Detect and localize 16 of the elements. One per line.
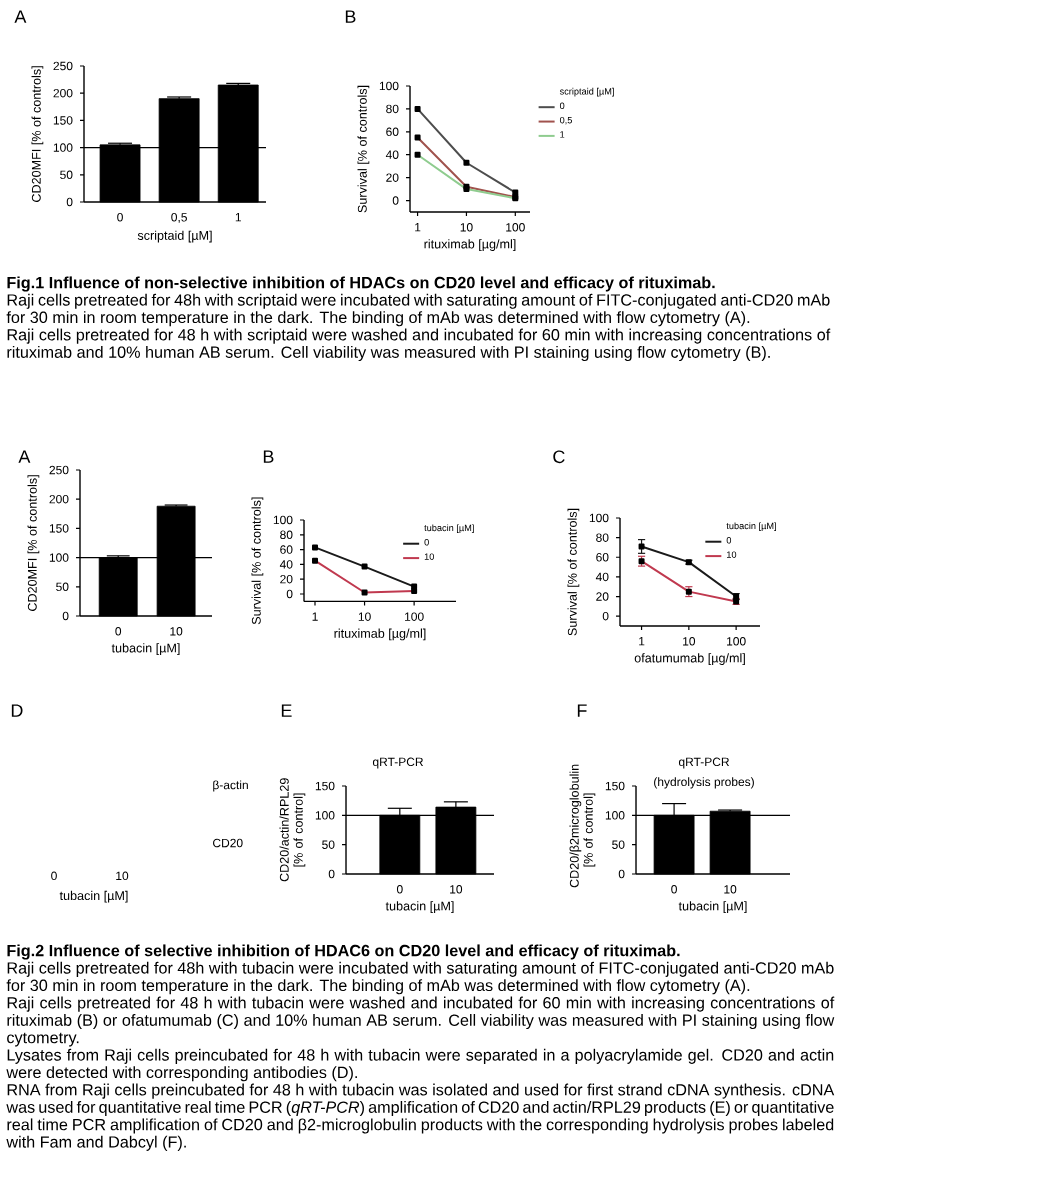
text: Raji cells pretreated for 48h with tubacin were incubated with saturating amount of FITC-conjugated anti-CD20 mAb for 30 min in room temperature in the dark. The binding of mAb was determined with flow cytometry (A). — [6, 961, 834, 995]
text: Raji cells pretreated for 48 h with scriptaid were washed and incubated for 60 min with increasing concentrations of rituximab and 10% human AB serum. Cell viability was measured with PI staining using flow cytometry (B). — [7, 328, 831, 362]
text: Raji cells pretreated for 48 h with tubacin were washed and incubated for 60 min with increasing concentrations of rituximab (B) or ofatumumab (C) and 10% human AB serum. Cell viability was measured with PI staining using flow cytometry. — [7, 996, 835, 1047]
text: B — [345, 10, 356, 23]
text: Raji cells pretreated for 48h with scriptaid were incubated with saturating amount of FITC-conjugated anti-CD20 mAb for 30 min in room temperature in the dark. The binding of mAb was determined with flow cytometry (A). — [6, 293, 830, 327]
text: Fig.2 Influence of selective inhibition of HDAC6 on CD20 level and efficacy of rituximab. — [7, 944, 680, 960]
text: A — [14, 10, 27, 23]
text: Lysates from Raji cells preincubated for 48 h with tubacin were separated in a polyacrylamide gel. CD20 and actin were detected with corresponding antibodies (D). — [6, 1048, 834, 1082]
text: B — [263, 450, 274, 463]
text: D — [11, 704, 23, 717]
text: F — [577, 704, 587, 717]
text: E — [281, 704, 292, 717]
text: A — [18, 450, 31, 463]
text: C — [553, 450, 565, 464]
text: RNA from Raji cells preincubated for 48 h with tubacin was isolated and used for first strand cDNA synthesis. cDNA was used for quantitative real time PCR (qRT-PCR) amplification of CD20 and actin/RPL29 products (E) or quantitative real time PCR amplification of CD20 and β2-microglobulin products with the corresponding hydrolysis probes labeled with Fam and Dabcyl (F). — [6, 1083, 835, 1151]
text: Fig.1 Influence of non-selective inhibition of HDACs on CD20 level and efficacy of rituximab. — [7, 276, 715, 292]
